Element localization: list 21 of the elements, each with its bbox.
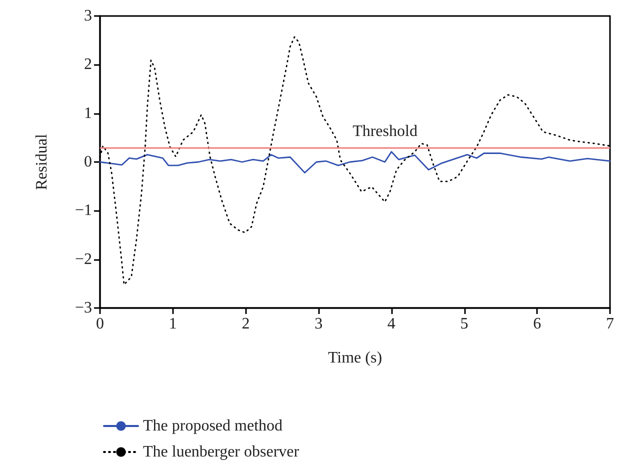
ref-line-label: Threshold [352, 122, 418, 140]
x-tick-label: 0 [96, 316, 104, 332]
y-tick-label: 1 [84, 104, 92, 122]
y-tick-label: −2 [74, 250, 92, 268]
x-axis-title: Time (s) [328, 350, 382, 366]
x-tick-label: 6 [533, 316, 542, 332]
y-tick-label: −1 [74, 202, 92, 220]
x-tick-label: 7 [606, 316, 614, 332]
y-tick-label: 0 [84, 154, 92, 170]
line-series [99, 151, 611, 174]
x-tick-label: 3 [314, 316, 323, 332]
y-tick-label: 2 [84, 56, 92, 74]
x-tick-label: 5 [460, 316, 468, 332]
legend-label: The proposed method [143, 418, 283, 434]
x-tick-label: 2 [242, 316, 250, 332]
x-tick-label: 1 [168, 316, 177, 332]
x-tick-label: 4 [387, 316, 396, 332]
legend-label: The luenberger observer [143, 444, 300, 460]
y-axis-title: Residual [34, 133, 50, 190]
y-tick-label: 3 [84, 8, 92, 24]
y-tick-label: −3 [74, 300, 92, 316]
